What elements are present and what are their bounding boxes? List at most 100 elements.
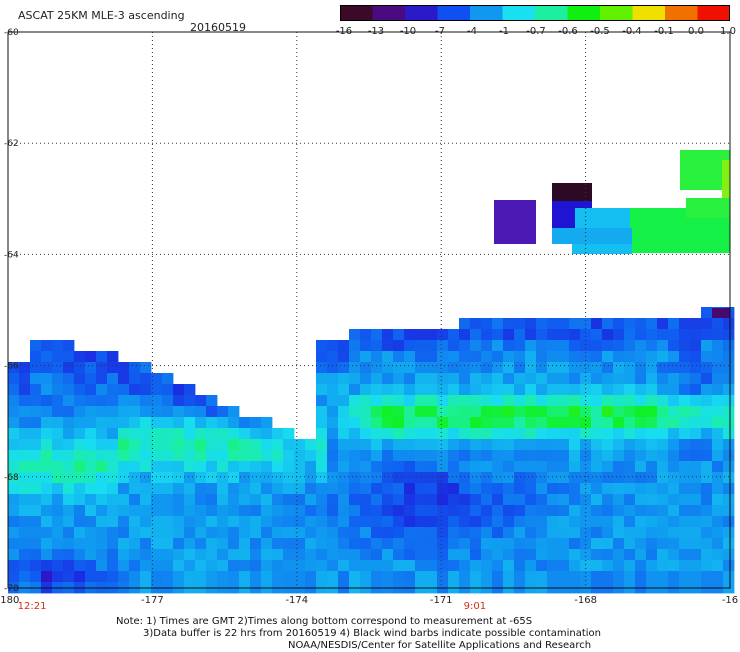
heatmap-cell bbox=[85, 362, 97, 374]
heatmap-cell bbox=[558, 571, 570, 583]
heatmap-cell bbox=[349, 494, 361, 506]
heatmap-cell bbox=[635, 516, 647, 528]
heatmap-cell bbox=[569, 450, 581, 462]
heatmap-cell bbox=[591, 395, 603, 407]
heatmap-cell bbox=[712, 406, 724, 418]
heatmap-cell bbox=[415, 362, 427, 374]
heatmap-cell bbox=[668, 340, 680, 352]
heatmap-cell bbox=[679, 472, 691, 484]
heatmap-cell bbox=[162, 571, 174, 583]
heatmap-cell bbox=[250, 450, 262, 462]
heatmap-cell bbox=[723, 450, 735, 462]
heatmap-cell bbox=[569, 527, 581, 539]
heatmap-cell bbox=[19, 538, 31, 550]
heatmap-cell bbox=[371, 417, 383, 429]
heatmap-cell bbox=[140, 516, 152, 528]
heatmap-cell bbox=[250, 483, 262, 495]
heatmap-cell bbox=[602, 549, 614, 561]
heatmap-cell bbox=[96, 483, 108, 495]
heatmap-cell bbox=[195, 571, 207, 583]
heatmap-cell bbox=[85, 538, 97, 550]
heatmap-cell bbox=[602, 395, 614, 407]
heatmap-cell bbox=[382, 428, 394, 440]
heatmap-cell bbox=[30, 439, 42, 451]
heatmap-cell bbox=[668, 494, 680, 506]
heatmap-cell bbox=[646, 538, 658, 550]
heatmap-cell bbox=[19, 362, 31, 374]
heatmap-cell bbox=[525, 450, 537, 462]
heatmap-cell bbox=[360, 362, 372, 374]
heatmap-cell bbox=[536, 406, 548, 418]
heatmap-cell bbox=[613, 439, 625, 451]
heatmap-cell bbox=[52, 516, 64, 528]
heatmap-cell bbox=[547, 428, 559, 440]
heatmap-cell bbox=[228, 527, 240, 539]
heatmap-cell bbox=[448, 362, 460, 374]
heatmap-cell bbox=[415, 340, 427, 352]
heatmap-cell bbox=[107, 362, 119, 374]
heatmap-cell bbox=[151, 417, 163, 429]
heatmap-cell bbox=[404, 483, 416, 495]
heatmap-cell bbox=[118, 494, 130, 506]
heatmap-cell bbox=[426, 527, 438, 539]
heatmap-cell bbox=[118, 571, 130, 583]
heatmap-cell bbox=[283, 560, 295, 572]
heatmap-cell bbox=[118, 549, 130, 561]
heatmap-cell bbox=[261, 516, 273, 528]
heatmap-cell bbox=[701, 505, 713, 517]
note-line-2: 3)Data buffer is 22 hrs from 20160519 4)… bbox=[143, 628, 601, 639]
heatmap-cell bbox=[195, 505, 207, 517]
heatmap-cell bbox=[503, 373, 515, 385]
heatmap-cell bbox=[503, 395, 515, 407]
heatmap-cell bbox=[74, 472, 86, 484]
heatmap-cell bbox=[360, 527, 372, 539]
heatmap-cell bbox=[492, 527, 504, 539]
heatmap-cell bbox=[613, 461, 625, 473]
heatmap-cell bbox=[492, 461, 504, 473]
heatmap-cell bbox=[503, 351, 515, 363]
heatmap-cell bbox=[393, 571, 405, 583]
heatmap-cell bbox=[712, 351, 724, 363]
heatmap-cell bbox=[118, 461, 130, 473]
heatmap-cell bbox=[569, 538, 581, 550]
heatmap-cell bbox=[723, 560, 735, 572]
heatmap-cell bbox=[217, 549, 229, 561]
heatmap-cell bbox=[8, 373, 20, 385]
heatmap-cell bbox=[635, 351, 647, 363]
heatmap-cell bbox=[63, 351, 75, 363]
heatmap-cell bbox=[404, 340, 416, 352]
heatmap-cell bbox=[426, 395, 438, 407]
heatmap-cell bbox=[679, 527, 691, 539]
heatmap-cell bbox=[305, 571, 317, 583]
heatmap-cell bbox=[206, 395, 218, 407]
heatmap-cell bbox=[481, 450, 493, 462]
heatmap-cell bbox=[547, 494, 559, 506]
heatmap-cell bbox=[63, 494, 75, 506]
heatmap-cell bbox=[393, 472, 405, 484]
heatmap-cell bbox=[712, 538, 724, 550]
heatmap-cell bbox=[602, 351, 614, 363]
heatmap-cell bbox=[426, 406, 438, 418]
heatmap-cell bbox=[305, 450, 317, 462]
heatmap-cell bbox=[481, 549, 493, 561]
heatmap-cell bbox=[96, 527, 108, 539]
heatmap-cell bbox=[316, 516, 328, 528]
heatmap-cell bbox=[437, 505, 449, 517]
heatmap-cell bbox=[173, 428, 185, 440]
heatmap-cell bbox=[701, 406, 713, 418]
heatmap-cell bbox=[162, 384, 174, 396]
heatmap-cell bbox=[668, 505, 680, 517]
heatmap-cell bbox=[657, 373, 669, 385]
heatmap-cell bbox=[63, 406, 75, 418]
heatmap-cell bbox=[547, 318, 559, 330]
heatmap-cell bbox=[283, 516, 295, 528]
heatmap-cell bbox=[338, 505, 350, 517]
heatmap-cell bbox=[294, 461, 306, 473]
heatmap-cell bbox=[30, 428, 42, 440]
heatmap-cell bbox=[448, 549, 460, 561]
heatmap-cell bbox=[294, 538, 306, 550]
heatmap-cell bbox=[580, 318, 592, 330]
heatmap-cell bbox=[514, 417, 526, 429]
heatmap-cell bbox=[151, 505, 163, 517]
heatmap-cell bbox=[250, 549, 262, 561]
